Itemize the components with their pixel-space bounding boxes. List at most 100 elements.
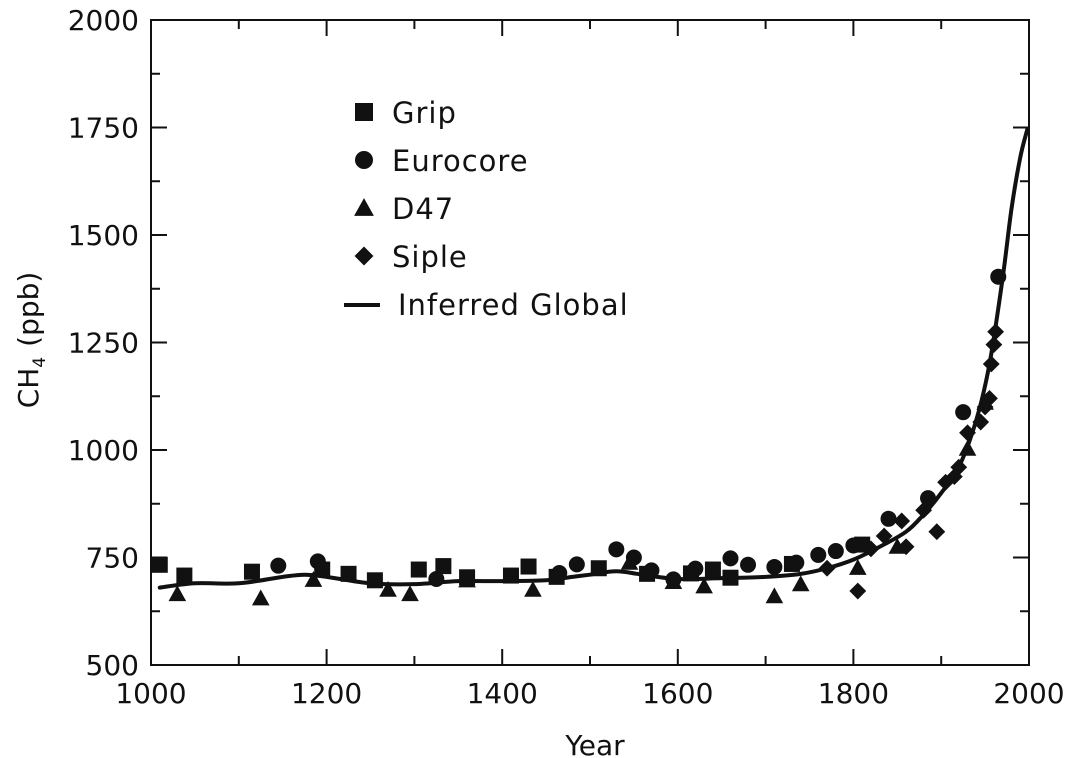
legend-label: Grip [392,96,457,130]
d47-point [791,575,810,592]
legend-label: Inferred Global [398,288,629,322]
eurocore-point [880,510,897,527]
eurocore-point [740,556,757,573]
legend-entry: Grip [355,96,457,130]
siple-point [915,501,933,519]
grip-point [502,567,519,584]
y-axis-title-main: CH [12,368,45,409]
legend-marker [355,103,373,121]
legend-marker [354,198,374,216]
grip-point [340,565,357,582]
x-tick-label: 1400 [467,677,538,710]
series-eurocore [270,268,1007,588]
d47-point [379,580,397,597]
d47-point [168,585,187,602]
eurocore-point [608,541,625,558]
siple-point [928,523,946,541]
eurocore-point [722,550,739,567]
d47-point [401,585,419,602]
d47-point [251,589,270,606]
y-axis-title-subscript: 4 [30,357,50,368]
grip-point [410,561,427,578]
eurocore-point [788,554,805,571]
y-tick-label: 1500 [68,219,139,252]
y-axis-title: CH4 (ppb) [12,272,50,409]
eurocore-point [955,404,972,421]
d47-point [524,580,542,597]
x-tick-label: 1000 [115,677,186,710]
legend-marker [354,246,374,266]
legend-marker [355,151,373,169]
d47-point [695,577,713,594]
eurocore-point [766,558,783,575]
y-tick-label: 1000 [68,434,139,467]
y-tick-label: 1750 [68,112,139,145]
grip-point [176,567,193,584]
legend: Grip Eurocore D47 Siple Inferred Global [344,96,629,322]
x-axis-title: Year [564,729,625,758]
d47-point [458,571,476,588]
d47-point [304,571,323,587]
eurocore-point [643,562,660,579]
grip-point [520,558,537,575]
eurocore-point [920,490,937,507]
y-tick-label: 750 [86,542,139,575]
legend-label: Eurocore [392,144,529,178]
siple-point [893,512,911,530]
eurocore-point [309,553,326,570]
siple-point [972,413,990,431]
grip-point [151,556,168,573]
x-tick-label: 1600 [642,677,713,710]
siple-point [959,424,976,442]
legend-entry: Inferred Global [344,288,629,322]
grip-point [435,558,452,575]
siple-point [818,559,836,577]
grip-point [590,560,607,577]
siple-point [982,355,1000,373]
axis-tick-labels: 1000 1200 1400 1600 1800 2000 500 750 1000 1250 15… [68,4,1065,710]
eurocore-point [810,546,827,563]
siple-point [849,582,867,600]
eurocore-point [827,543,844,560]
eurocore-point [845,537,862,554]
legend-entry: Eurocore [355,144,529,178]
siple-point [976,398,994,416]
legend-entry: D47 [354,192,453,226]
eurocore-point [990,268,1007,285]
d47-point [664,573,683,590]
series-siple [818,323,1005,600]
legend-label: Siple [392,240,468,274]
legend-entry: Siple [354,240,468,274]
y-tick-label: 1250 [68,327,139,360]
d47-point [848,559,867,575]
eurocore-point [551,564,568,581]
siple-point [987,323,1005,341]
x-tick-label: 1800 [818,677,889,710]
siple-point [897,538,915,556]
grip-point [722,569,739,586]
grip-point [366,572,383,589]
siple-point [862,540,880,558]
grip-point [243,563,260,580]
axis-ticks [150,19,1030,666]
siple-point [875,527,893,545]
eurocore-point [270,557,287,574]
x-tick-label: 1200 [291,677,362,710]
eurocore-point [428,571,445,587]
siple-point [981,390,998,407]
eurocore-point [568,556,585,573]
eurocore-point [687,560,704,577]
y-tick-label: 2000 [68,4,139,37]
axis-titles: Year CH4 (ppb) [12,272,625,758]
y-axis-title-unit: (ppb) [12,272,45,347]
d47-point [958,439,977,456]
siple-point [950,458,968,476]
x-tick-label: 2000 [993,677,1064,710]
series-layer [151,127,1030,606]
d47-point [765,587,784,604]
siple-point [985,336,1003,354]
y-tick-label: 500 [86,649,139,682]
d47-point [620,553,639,570]
grip-point [704,561,721,578]
